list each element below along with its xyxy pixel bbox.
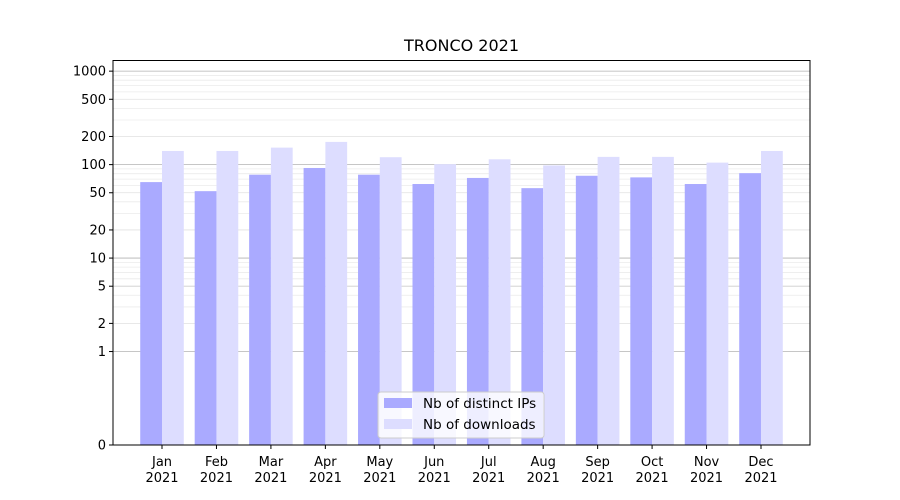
x-tick-label-year: 2021 [363,471,396,486]
bar-distinct-ips [140,182,163,445]
y-tick-label: 10 [89,252,106,267]
x-tick-label-year: 2021 [200,471,233,486]
bar-downloads [597,156,620,445]
y-tick-label: 1 [98,345,106,360]
x-tick-label-year: 2021 [472,471,505,486]
bars [140,141,783,446]
legend: Nb of distinct IPs Nb of downloads [377,391,545,439]
x-tick-label-year: 2021 [636,471,669,486]
bar-distinct-ips [630,177,653,445]
x-tick-label-year: 2021 [690,471,723,486]
x-tick-label-month: May [366,455,393,470]
x-tick-label-month: Dec [748,455,773,470]
x-tick-label-year: 2021 [254,471,287,486]
bar-downloads [543,165,565,445]
legend-swatch-downloads [384,419,412,429]
x-tick-label-month: Nov [694,455,720,470]
y-tick-label: 200 [81,130,106,145]
bar-downloads [760,150,783,445]
bar-downloads [325,141,348,446]
y-tick-label: 2 [98,317,106,332]
y-axis: 0 1 2 5 10 20 50 100 200 500 1000 [73,65,113,454]
bar-downloads [652,156,674,445]
x-tick-label-year: 2021 [527,471,560,486]
bar-distinct-ips [249,174,271,445]
bar-distinct-ips [684,184,707,446]
bar-distinct-ips [194,191,217,445]
y-tick-label: 5 [98,280,106,295]
bar-downloads [162,150,184,445]
bar-distinct-ips [575,175,598,445]
bar-downloads [216,150,239,445]
bar-distinct-ips [521,188,544,445]
y-tick-label: 0 [98,439,106,454]
x-tick-label-month: Feb [205,455,228,470]
chart-title: TRONCO 2021 [403,36,519,55]
bar-downloads [706,162,729,445]
bar-distinct-ips [739,173,761,445]
bar-distinct-ips [303,167,326,445]
legend-box [377,391,545,439]
y-tick-label: 20 [89,223,106,238]
x-tick-label-month: Oct [641,455,663,470]
bar-distinct-ips [466,177,489,445]
bar-downloads [488,159,511,445]
bar-downloads [379,157,402,445]
x-tick-label-month: Jul [480,455,497,470]
x-tick-label-month: Apr [314,455,337,470]
x-tick-label-year: 2021 [418,471,451,486]
x-tick-label-year: 2021 [309,471,342,486]
y-tick-label: 1000 [73,65,106,80]
x-tick-label-month: Sep [585,455,610,470]
x-tick-label-month: Jan [151,455,172,470]
bar-downloads [270,147,293,445]
x-tick-label-year: 2021 [581,471,614,486]
x-tick-label-year: 2021 [145,471,178,486]
bar-downloads [434,164,457,445]
y-tick-label: 500 [81,93,106,108]
x-tick-label-year: 2021 [744,471,777,486]
y-tick-label: 50 [89,186,106,201]
x-axis: Jan2021Feb2021Mar2021Apr2021May2021Jun20… [145,445,778,486]
bar-distinct-ips [412,184,435,446]
x-tick-label-month: Aug [530,455,555,470]
legend-label-downloads: Nb of downloads [423,417,536,433]
y-tick-label: 100 [81,158,106,173]
plot-frame [112,60,811,446]
x-tick-label-month: Mar [259,455,284,470]
bar-distinct-ips [358,174,380,445]
legend-label-ips: Nb of distinct IPs [423,396,536,412]
legend-swatch-ips [384,398,412,408]
x-tick-label-month: Jun [423,455,444,470]
